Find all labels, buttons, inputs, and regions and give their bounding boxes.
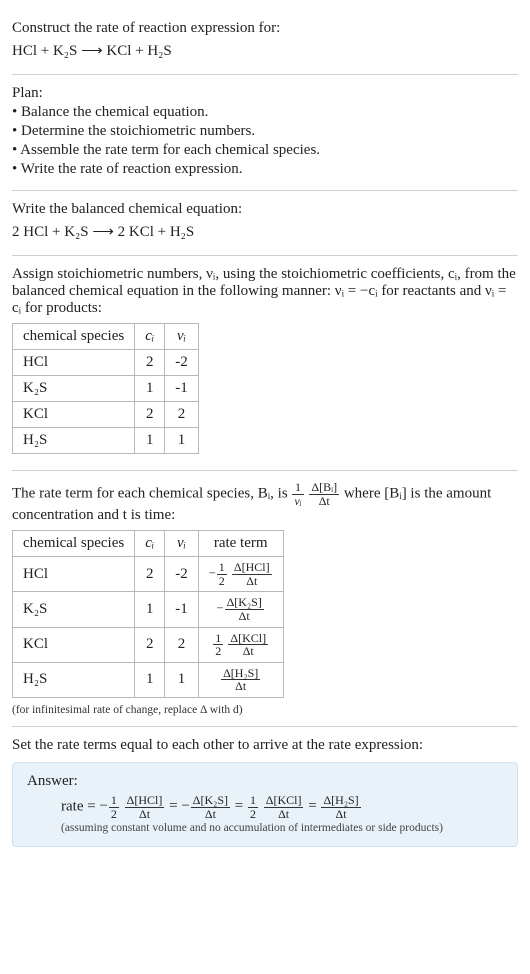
- plan-item: • Assemble the rate term for each chemic…: [12, 142, 518, 159]
- cell-species: HCl: [13, 350, 135, 376]
- cell-rate: 12 Δ[KCl]Δt: [198, 627, 283, 662]
- answer-lead: rate =: [61, 798, 99, 814]
- answer-label: Answer:: [27, 773, 503, 790]
- plan-title: Plan:: [12, 85, 518, 102]
- cell-c: 1: [135, 662, 165, 697]
- col-c: cᵢ: [135, 531, 165, 557]
- plan-section: Plan: • Balance the chemical equation. •…: [12, 75, 518, 191]
- rateterm-intro-pre: The rate term for each chemical species,…: [12, 486, 291, 502]
- plan-item: • Balance the chemical equation.: [12, 104, 518, 121]
- table-header-row: chemical species cᵢ νᵢ: [13, 324, 199, 350]
- stoich-intro: Assign stoichiometric numbers, νᵢ, using…: [12, 266, 518, 317]
- cell-v: 2: [165, 402, 199, 428]
- col-c: cᵢ: [135, 324, 165, 350]
- plan-item: • Determine the stoichiometric numbers.: [12, 123, 518, 140]
- cell-c: 2: [135, 557, 165, 592]
- cell-v: -2: [165, 350, 199, 376]
- col-species: chemical species: [13, 531, 135, 557]
- cell-species: H₂S: [13, 428, 135, 454]
- rateterm-frac2: Δ[Bᵢ] Δt: [309, 481, 339, 507]
- balanced-equation: 2 HCl + K₂S ⟶ 2 KCl + H₂S: [12, 222, 518, 241]
- cell-rate: −12 Δ[HCl]Δt: [198, 557, 283, 592]
- table-row: KCl2212 Δ[KCl]Δt: [13, 627, 284, 662]
- final-section: Set the rate terms equal to each other t…: [12, 727, 518, 857]
- cell-v: -1: [165, 592, 199, 627]
- cell-v: -1: [165, 376, 199, 402]
- cell-species: H₂S: [13, 662, 135, 697]
- prompt-text: Construct the rate of reaction expressio…: [12, 20, 518, 37]
- table-row: HCl 2 -2: [13, 350, 199, 376]
- cell-c: 1: [135, 428, 165, 454]
- stoich-table: chemical species cᵢ νᵢ HCl 2 -2 K₂S 1 -1…: [12, 323, 199, 454]
- plan-item: • Write the rate of reaction expression.: [12, 161, 518, 178]
- cell-c: 1: [135, 592, 165, 627]
- table-row: KCl 2 2: [13, 402, 199, 428]
- table-row: K₂S 1 -1: [13, 376, 199, 402]
- cell-v: -2: [165, 557, 199, 592]
- final-title: Set the rate terms equal to each other t…: [12, 737, 518, 754]
- cell-v: 1: [165, 428, 199, 454]
- col-v: νᵢ: [165, 324, 199, 350]
- table-row: H₂S11Δ[H₂S]Δt: [13, 662, 284, 697]
- cell-species: K₂S: [13, 376, 135, 402]
- unbalanced-equation: HCl + K₂S ⟶ KCl + H₂S: [12, 41, 518, 60]
- cell-c: 2: [135, 627, 165, 662]
- cell-species: HCl: [13, 557, 135, 592]
- balanced-section: Write the balanced chemical equation: 2 …: [12, 191, 518, 256]
- rateterm-frac1: 1 νᵢ: [292, 481, 303, 507]
- table-header-row: chemical species cᵢ νᵢ rate term: [13, 531, 284, 557]
- col-v: νᵢ: [165, 531, 199, 557]
- cell-v: 2: [165, 627, 199, 662]
- prompt-section: Construct the rate of reaction expressio…: [12, 10, 518, 75]
- rateterm-table: chemical species cᵢ νᵢ rate term HCl2-2−…: [12, 530, 284, 698]
- cell-rate: Δ[H₂S]Δt: [198, 662, 283, 697]
- cell-c: 2: [135, 402, 165, 428]
- table-row: HCl2-2−12 Δ[HCl]Δt: [13, 557, 284, 592]
- col-species: chemical species: [13, 324, 135, 350]
- balanced-title: Write the balanced chemical equation:: [12, 201, 518, 218]
- stoich-section: Assign stoichiometric numbers, νᵢ, using…: [12, 256, 518, 471]
- cell-v: 1: [165, 662, 199, 697]
- answer-note: (assuming constant volume and no accumul…: [61, 822, 503, 834]
- cell-species: K₂S: [13, 592, 135, 627]
- table-row: K₂S1-1−Δ[K₂S]Δt: [13, 592, 284, 627]
- cell-c: 2: [135, 350, 165, 376]
- cell-rate: −Δ[K₂S]Δt: [198, 592, 283, 627]
- answer-equation: rate = −12 Δ[HCl]Δt = −Δ[K₂S]Δt = 12 Δ[K…: [61, 794, 503, 820]
- answer-box: Answer: rate = −12 Δ[HCl]Δt = −Δ[K₂S]Δt …: [12, 762, 518, 847]
- rateterm-note: (for infinitesimal rate of change, repla…: [12, 704, 518, 716]
- rateterm-intro: The rate term for each chemical species,…: [12, 481, 518, 524]
- cell-c: 1: [135, 376, 165, 402]
- rateterm-section: The rate term for each chemical species,…: [12, 471, 518, 727]
- table-row: H₂S 1 1: [13, 428, 199, 454]
- col-rate: rate term: [198, 531, 283, 557]
- cell-species: KCl: [13, 627, 135, 662]
- cell-species: KCl: [13, 402, 135, 428]
